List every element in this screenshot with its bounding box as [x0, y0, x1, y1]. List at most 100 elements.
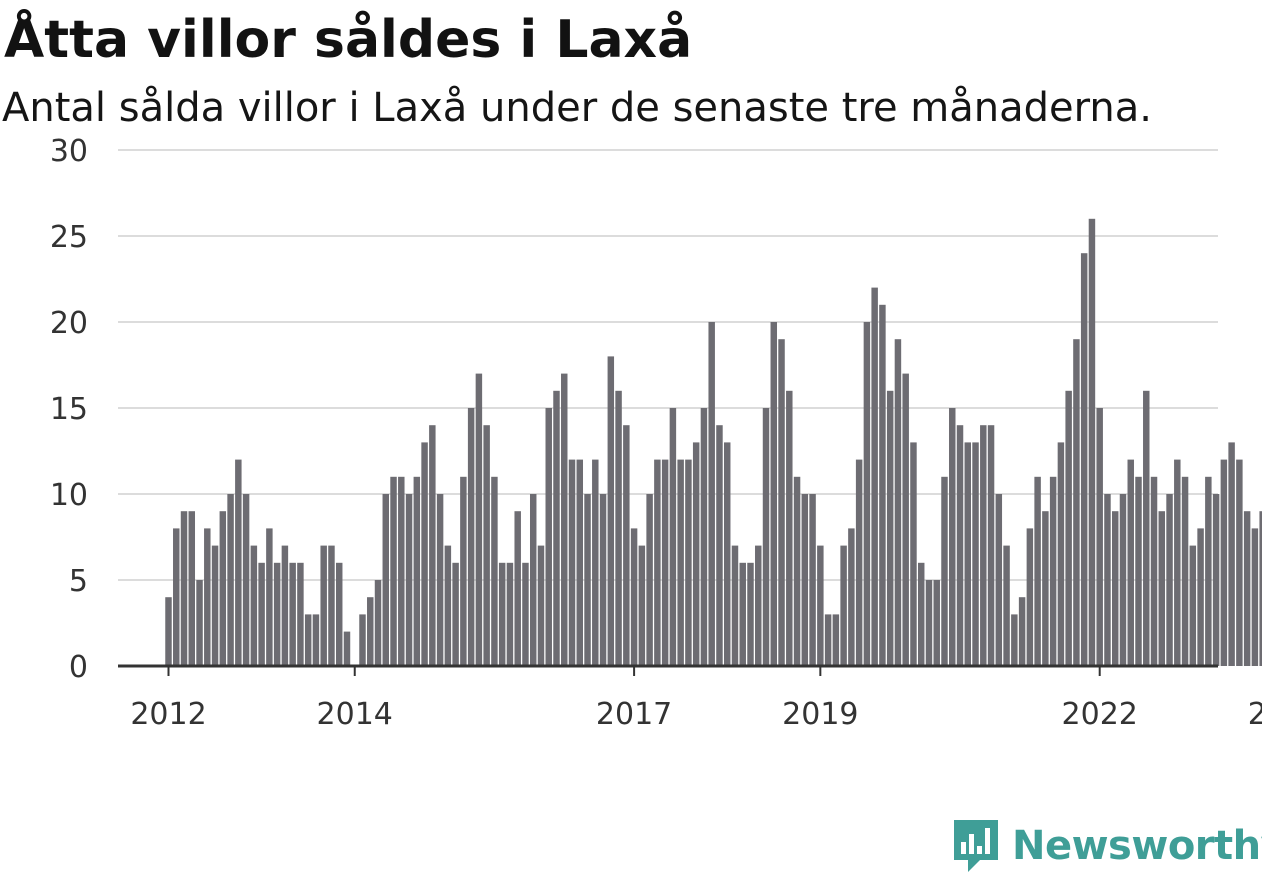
bar [638, 545, 646, 666]
bar [227, 494, 234, 666]
bar [475, 373, 483, 666]
bar [211, 545, 219, 666]
bar [809, 494, 816, 666]
bar [677, 459, 684, 666]
bar [863, 322, 871, 666]
bar [584, 494, 591, 666]
bar [1096, 408, 1103, 666]
bar [894, 339, 902, 666]
bar [374, 580, 382, 666]
bar [335, 562, 343, 666]
bar [242, 494, 250, 666]
bar [747, 562, 754, 666]
bar [871, 287, 878, 666]
bar [452, 562, 459, 666]
bar [1243, 511, 1251, 666]
bar [576, 459, 584, 666]
bar [429, 425, 436, 666]
bar [281, 545, 289, 666]
bar [723, 442, 731, 666]
bar [1011, 614, 1018, 666]
bar [832, 614, 840, 666]
bar [219, 511, 227, 666]
bar [1111, 511, 1119, 666]
bar [599, 494, 607, 666]
bar [1220, 459, 1228, 666]
bar [669, 408, 677, 666]
bar [801, 494, 809, 666]
bar [568, 459, 576, 666]
bar [630, 528, 638, 666]
bar [933, 580, 940, 666]
bar [987, 425, 995, 666]
bar [731, 545, 739, 666]
bar [405, 494, 413, 666]
bar [1104, 494, 1111, 666]
bar [312, 614, 320, 666]
bar [514, 511, 521, 666]
bar [460, 476, 467, 666]
chart-title: Åtta villor såldes i Laxå [4, 10, 693, 70]
bar [654, 459, 661, 666]
chart-subtitle: Antal sålda villor i Laxå under de senas… [2, 85, 1152, 131]
bar [1197, 528, 1204, 666]
bar [786, 390, 793, 666]
bar [1135, 476, 1142, 666]
bar [980, 425, 987, 666]
x-tick-label: 2014 [317, 697, 393, 732]
bar [1119, 494, 1127, 666]
bar [941, 476, 948, 666]
bar [855, 459, 863, 666]
bar [235, 459, 242, 666]
bar [692, 442, 700, 666]
bar [1018, 597, 1026, 666]
x-tick-label: 2012 [130, 697, 206, 732]
bar [1080, 253, 1088, 666]
bar [273, 562, 281, 666]
bar [444, 545, 452, 666]
bar [708, 322, 715, 666]
x-axis [118, 664, 1218, 676]
bar [778, 339, 785, 666]
bar [1049, 476, 1057, 666]
bar [1065, 390, 1072, 666]
bar [173, 528, 180, 666]
bar [1003, 545, 1010, 666]
bar [506, 562, 514, 666]
bar [793, 476, 801, 666]
bar [886, 390, 894, 666]
y-tick-label: 25 [50, 220, 88, 255]
bar [1057, 442, 1065, 666]
bar [491, 476, 498, 666]
newsworthy-logo: Newsworthy [950, 816, 1262, 876]
bar [1042, 511, 1049, 666]
bar [1236, 459, 1243, 666]
bar [615, 390, 622, 666]
bar [250, 545, 258, 666]
bar [902, 373, 909, 666]
bar [964, 442, 972, 666]
bars [165, 218, 1262, 667]
x-axis-tick-labels: 2012 2014 2017 2019 2022 2024 [130, 697, 1262, 732]
bar [304, 614, 312, 666]
bar [770, 322, 778, 666]
bar [1251, 528, 1259, 666]
bar [483, 425, 490, 666]
bar [320, 545, 327, 666]
y-tick-label: 20 [50, 306, 88, 341]
bar [1143, 390, 1150, 666]
bar [180, 511, 188, 666]
bar [297, 562, 304, 666]
bar [413, 476, 421, 666]
bar [972, 442, 979, 666]
bar [1212, 494, 1220, 666]
bar [623, 425, 630, 666]
y-tick-label: 5 [69, 564, 88, 599]
x-tick-label: 2019 [782, 697, 858, 732]
bar [498, 562, 506, 666]
x-tick-label: 2022 [1062, 697, 1138, 732]
bar [995, 494, 1003, 666]
bar [266, 528, 273, 666]
bar [1073, 339, 1080, 666]
bar [716, 425, 723, 666]
